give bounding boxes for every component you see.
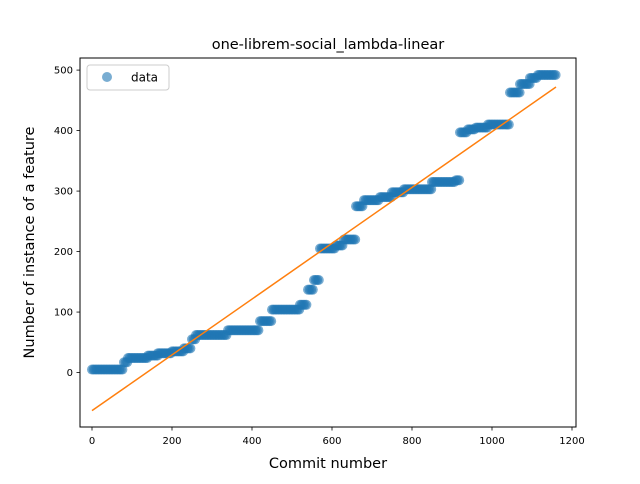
y-tick-label: 300	[54, 187, 73, 198]
legend-marker-data	[102, 72, 112, 82]
data-point	[503, 119, 514, 130]
data-point	[514, 87, 525, 98]
data-point	[253, 325, 264, 336]
data-point	[550, 69, 561, 80]
data-point	[301, 299, 312, 310]
legend: data	[86, 64, 170, 91]
y-tick-label: 400	[54, 126, 73, 137]
x-tick-label: 800	[402, 436, 421, 447]
data-point	[185, 343, 196, 354]
y-tick-label: 0	[67, 368, 73, 379]
x-tick-label: 600	[322, 436, 341, 447]
x-tick-label: 1000	[479, 436, 504, 447]
y-axis-label: Number of instance of a feature	[22, 126, 38, 358]
legend-box	[86, 64, 170, 91]
y-tick-label: 100	[54, 308, 73, 319]
chart-title: one-librem-social_lambda-linear	[212, 37, 445, 53]
legend-label-data: data	[131, 71, 158, 85]
x-tick-label: 400	[242, 436, 261, 447]
x-tick-label: 0	[89, 436, 95, 447]
y-tick-label: 500	[54, 66, 73, 77]
plot-marks	[87, 69, 561, 412]
data-point	[307, 284, 318, 295]
x-tick-label: 1200	[559, 436, 584, 447]
data-point	[313, 275, 324, 285]
y-tick-label: 200	[54, 247, 73, 258]
data-point	[350, 234, 361, 245]
plot-frame	[79, 57, 577, 428]
x-axis-label: Commit number	[269, 456, 387, 472]
y-axis-ticks: 0 100 200 300 400 500	[54, 66, 80, 379]
x-tick-label: 200	[162, 436, 181, 447]
data-point	[454, 175, 465, 186]
data-point	[266, 316, 277, 327]
x-axis-ticks: 0 200 400 600 800 1000 1200	[89, 427, 585, 447]
fit-line	[91, 86, 557, 412]
